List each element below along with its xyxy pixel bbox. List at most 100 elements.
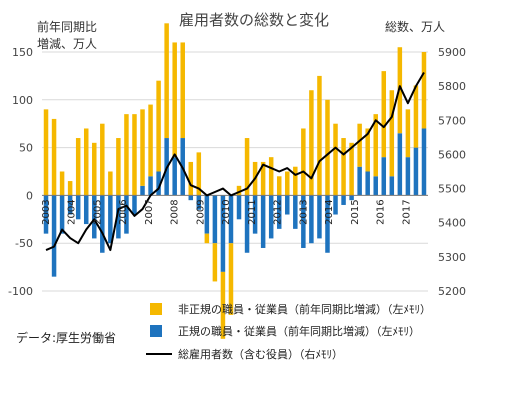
x-tick-label-9: 2012 xyxy=(273,199,284,224)
bar-nonregular-42 xyxy=(381,71,387,158)
line-total-employed xyxy=(45,71,425,252)
bar-regular-31 xyxy=(293,195,298,229)
line-series-group xyxy=(45,71,425,252)
bar-nonregular-35 xyxy=(325,99,330,196)
bar-regular-21 xyxy=(212,195,218,244)
bar-regular-44 xyxy=(397,133,403,196)
bar-regular-41 xyxy=(373,176,378,196)
bar-regular-32 xyxy=(301,195,306,248)
right-axis-title: 総数、万人 xyxy=(385,19,445,34)
x-tick-label-14: 2017 xyxy=(401,199,412,224)
bar-nonregular-41 xyxy=(373,114,378,177)
bar-nonregular-1 xyxy=(51,118,57,196)
bar-regular-46 xyxy=(413,147,419,196)
legend-label-2: 総雇用者数（含む役員）（右ﾒﾓﾘ） xyxy=(178,347,343,361)
legend-swatch-0 xyxy=(150,303,162,315)
bar-regular-24 xyxy=(236,195,242,220)
left-tick-label-4: 100 xyxy=(12,94,33,107)
bar-nonregular-17 xyxy=(180,42,185,139)
x-tick-label-13: 2016 xyxy=(376,199,387,224)
x-tick-label-3: 2006 xyxy=(118,199,129,224)
bar-nonregular-27 xyxy=(260,161,266,196)
bar-regular-12 xyxy=(140,185,145,196)
bar-nonregular-39 xyxy=(357,123,362,167)
left-axis-title-line1: 前年同期比 xyxy=(37,19,97,34)
bar-nonregular-31 xyxy=(293,166,298,196)
left-tick-label-1: -50 xyxy=(15,237,33,250)
legend-label-1: 正規の職員・従業員（前年同期比増減）（左ﾒﾓﾘ） xyxy=(178,324,420,338)
bar-regular-3 xyxy=(67,195,73,215)
bar-regular-36 xyxy=(333,195,338,215)
bar-nonregular-38 xyxy=(349,142,354,196)
bar-regular-5 xyxy=(83,195,89,225)
bar-nonregular-11 xyxy=(132,114,137,196)
bar-nonregular-7 xyxy=(100,123,105,196)
bar-regular-29 xyxy=(276,195,282,229)
bar-nonregular-22 xyxy=(220,271,226,339)
bar-regular-47 xyxy=(421,128,427,196)
bar-regular-4 xyxy=(75,195,81,220)
bar-nonregular-21 xyxy=(212,243,218,282)
bar-regular-22 xyxy=(220,195,226,272)
bar-regular-37 xyxy=(341,195,346,205)
bar-regular-45 xyxy=(405,157,411,196)
bar-regular-42 xyxy=(381,157,387,196)
bar-regular-39 xyxy=(357,166,362,196)
bar-nonregular-12 xyxy=(140,109,145,186)
bar-regular-34 xyxy=(317,195,322,239)
bar-nonregular-2 xyxy=(59,171,65,196)
x-tick-label-4: 2007 xyxy=(144,199,155,224)
bar-nonregular-34 xyxy=(317,75,322,196)
legend: 非正規の職員・従業員（前年同期比増減）（左ﾒﾓﾘ） 正規の職員・従業員（前年同期比… xyxy=(146,302,431,361)
right-axis-ticks: 5200 5300 5400 5500 5600 5700 5800 5900 xyxy=(438,46,466,298)
bar-nonregular-9 xyxy=(116,138,121,196)
left-axis-title-line2: 増減、万人 xyxy=(37,36,97,51)
gridlines xyxy=(42,51,428,292)
bar-regular-8 xyxy=(108,195,113,244)
bar-nonregular-29 xyxy=(276,176,282,196)
left-axis-ticks: -100 -50 0 50 100 150 xyxy=(8,46,33,298)
x-tick-label-6: 2009 xyxy=(195,199,206,224)
bar-regular-25 xyxy=(244,195,250,253)
chart-title: 雇用者数の総数と変化 xyxy=(179,11,329,29)
bar-regular-40 xyxy=(365,171,370,196)
left-tick-label-2: 0 xyxy=(26,189,33,202)
x-tick-label-11: 2014 xyxy=(324,199,335,224)
right-tick-label-4: 5600 xyxy=(438,148,466,161)
x-tick-label-10: 2013 xyxy=(298,199,309,224)
bar-regular-26 xyxy=(252,195,258,234)
bar-regular-19 xyxy=(196,195,202,210)
bar-nonregular-3 xyxy=(67,181,73,196)
bar-nonregular-30 xyxy=(285,171,290,196)
bar-nonregular-19 xyxy=(196,152,202,196)
right-tick-label-7: 5900 xyxy=(438,46,466,59)
bar-nonregular-0 xyxy=(43,109,49,196)
bar-regular-9 xyxy=(116,195,121,239)
bar-nonregular-5 xyxy=(83,128,89,196)
bar-nonregular-10 xyxy=(124,114,129,196)
bar-nonregular-20 xyxy=(204,233,210,244)
bar-nonregular-45 xyxy=(405,109,411,158)
bar-nonregular-40 xyxy=(365,128,370,172)
legend-label-0: 非正規の職員・従業員（前年同期比増減）（左ﾒﾓﾘ） xyxy=(178,302,431,316)
bar-nonregular-44 xyxy=(397,47,403,134)
x-tick-label-12: 2015 xyxy=(350,199,361,224)
bar-nonregular-16 xyxy=(172,42,177,158)
bar-nonregular-15 xyxy=(164,23,169,139)
bar-regular-28 xyxy=(268,195,274,239)
bar-regular-0 xyxy=(43,195,49,234)
bar-regular-14 xyxy=(156,171,161,196)
x-tick-label-5: 2008 xyxy=(170,199,181,224)
bar-nonregular-8 xyxy=(108,171,113,196)
bar-nonregular-36 xyxy=(333,123,338,196)
source-label: データ:厚生労働省 xyxy=(16,330,116,345)
bar-regular-7 xyxy=(100,195,105,253)
left-tick-label-5: 150 xyxy=(12,46,33,59)
bar-regular-35 xyxy=(325,195,330,253)
bar-regular-27 xyxy=(260,195,266,248)
bar-regular-33 xyxy=(309,195,314,244)
bar-nonregular-33 xyxy=(309,90,314,196)
left-tick-label-3: 50 xyxy=(19,142,33,155)
